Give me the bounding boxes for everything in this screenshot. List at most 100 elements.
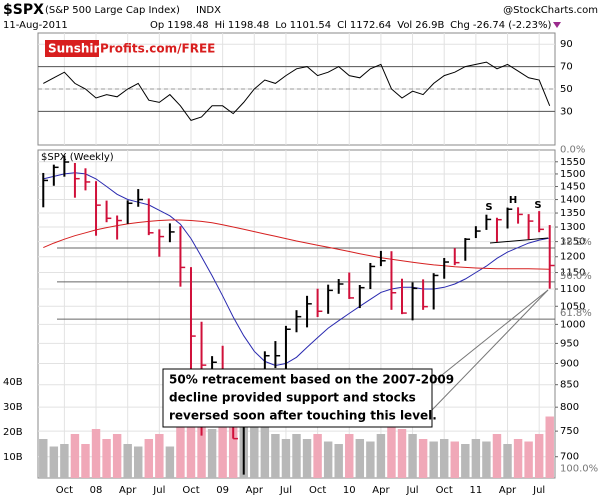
fib-label: 38.2% <box>560 237 592 248</box>
volume-bar <box>345 434 354 478</box>
volume-bar <box>49 446 59 478</box>
stat-value: -26.74 (-2.23%) <box>473 20 552 31</box>
volume-bar <box>534 434 544 478</box>
fib-label: 50.0% <box>560 271 592 282</box>
volume-tick-label: 20B <box>3 427 23 438</box>
volume-bar <box>228 419 238 478</box>
y-tick-label: 1400 <box>560 195 585 206</box>
pattern-label: S <box>485 202 492 213</box>
x-tick-label: Apr <box>246 485 264 496</box>
x-tick-label: Oct <box>56 485 73 496</box>
x-tick-label: Apr <box>499 485 517 496</box>
stat-value: 1198.48 <box>228 20 269 31</box>
annotation-line: 50% retracement based on the 2007-2009 <box>169 373 454 387</box>
down-arrow <box>553 22 561 28</box>
x-tick-label: Apr <box>119 485 137 496</box>
pattern-label: S <box>534 200 541 211</box>
x-tick-label: 09 <box>216 485 229 496</box>
pointer <box>431 289 549 411</box>
pattern-label: H <box>509 195 517 206</box>
rsi-tick-label: 90 <box>560 39 573 50</box>
volume-bar <box>513 439 523 478</box>
volume-bar <box>197 414 206 478</box>
stats: Op 1198.48 Hi 1198.48 Lo 1101.54 Cl 1172.64 Vol 2… <box>150 20 552 31</box>
x-tick-label: Jul <box>532 485 545 496</box>
exchange: INDX <box>196 5 221 16</box>
volume-bar <box>134 446 143 478</box>
annotation-box <box>162 368 433 428</box>
y-tick-label: 1500 <box>560 169 585 180</box>
volume-bar <box>439 439 449 478</box>
logo-first: Sunshine <box>48 42 110 56</box>
volume-bar <box>450 441 459 478</box>
fib-label: 0.0% <box>560 145 585 156</box>
y-tick-label: 1150 <box>560 268 585 279</box>
volume-bar <box>102 439 111 478</box>
volume-bar <box>39 439 48 478</box>
date: 11-Aug-2011 <box>3 20 68 31</box>
volume-bar <box>387 414 396 478</box>
volume-bar <box>123 444 132 478</box>
x-tick-label: Oct <box>436 485 453 496</box>
y-tick-label: 1350 <box>560 208 585 219</box>
stat-value: 26.9B <box>415 20 444 31</box>
stat-value: 1198.48 <box>167 20 208 31</box>
volume-bar <box>429 441 438 478</box>
rsi-tick-label: 30 <box>560 106 573 117</box>
rsi-tick-label: 50 <box>560 84 573 95</box>
x-tick-label: Jul <box>152 485 165 496</box>
volume-bar <box>313 434 322 478</box>
fib-label: 100.0% <box>560 464 598 475</box>
stat-name: Chg <box>450 20 470 31</box>
rsi-line <box>43 61 551 121</box>
x-tick-label: Oct <box>309 485 326 496</box>
volume-bar <box>91 429 101 478</box>
volume-bar <box>461 444 470 478</box>
volume-bar <box>207 429 217 478</box>
stat-name: Hi <box>215 20 225 31</box>
volume-bar <box>302 439 312 478</box>
x-tick-label: Apr <box>372 485 390 496</box>
y-tick-label: 700 <box>560 452 579 463</box>
volume-bar <box>155 434 164 478</box>
volume-bar <box>492 434 502 478</box>
stat-name: Vol <box>397 20 412 31</box>
plot: Oct 08 Apr Jul Oct 09 Apr Jul Oct 10 Apr Jul Oct 11 Ap… <box>3 33 598 496</box>
volume-bar <box>165 446 175 478</box>
pointer <box>431 289 549 384</box>
volume-bar <box>70 434 80 478</box>
neckline <box>489 237 549 244</box>
y-tick-label: 1300 <box>560 222 585 233</box>
volume-bar <box>334 444 343 478</box>
volume-tick-label: 10B <box>3 452 23 463</box>
y-tick-label: 900 <box>560 358 579 369</box>
logo-box <box>45 40 99 57</box>
volume-bar <box>112 434 122 478</box>
volume-bar <box>81 444 90 478</box>
y-tick-label: 1250 <box>560 237 585 248</box>
annotation-line: reversed soon after touching this level. <box>169 409 437 423</box>
y-tick-label: 800 <box>560 402 579 413</box>
y-tick-label: 1450 <box>560 182 585 193</box>
logo-second: Profits.com/FREE <box>100 42 215 56</box>
volume-bar <box>545 416 554 478</box>
volume-bar <box>271 434 280 478</box>
stat-value: 1172.64 <box>350 20 391 31</box>
stat-name: Cl <box>337 20 347 31</box>
volume-bar <box>292 434 301 478</box>
symbol: $SPX <box>3 2 44 18</box>
y-tick-label: 1200 <box>560 252 585 263</box>
volume-bar <box>503 444 512 478</box>
y-tick-label: 850 <box>560 380 579 391</box>
volume-bar <box>176 419 185 478</box>
annotation-line: decline provided support and stocks <box>169 391 416 405</box>
stat-name: Lo <box>275 20 287 31</box>
volume-bar <box>60 444 69 478</box>
x-tick-label: Oct <box>182 485 199 496</box>
y-tick-label: 950 <box>560 338 579 349</box>
x-tick-label: 08 <box>90 485 103 496</box>
panel-label: $SPX (Weekly) <box>41 152 114 163</box>
source: @StockCharts.com <box>503 5 598 16</box>
volume-bar <box>408 434 417 478</box>
